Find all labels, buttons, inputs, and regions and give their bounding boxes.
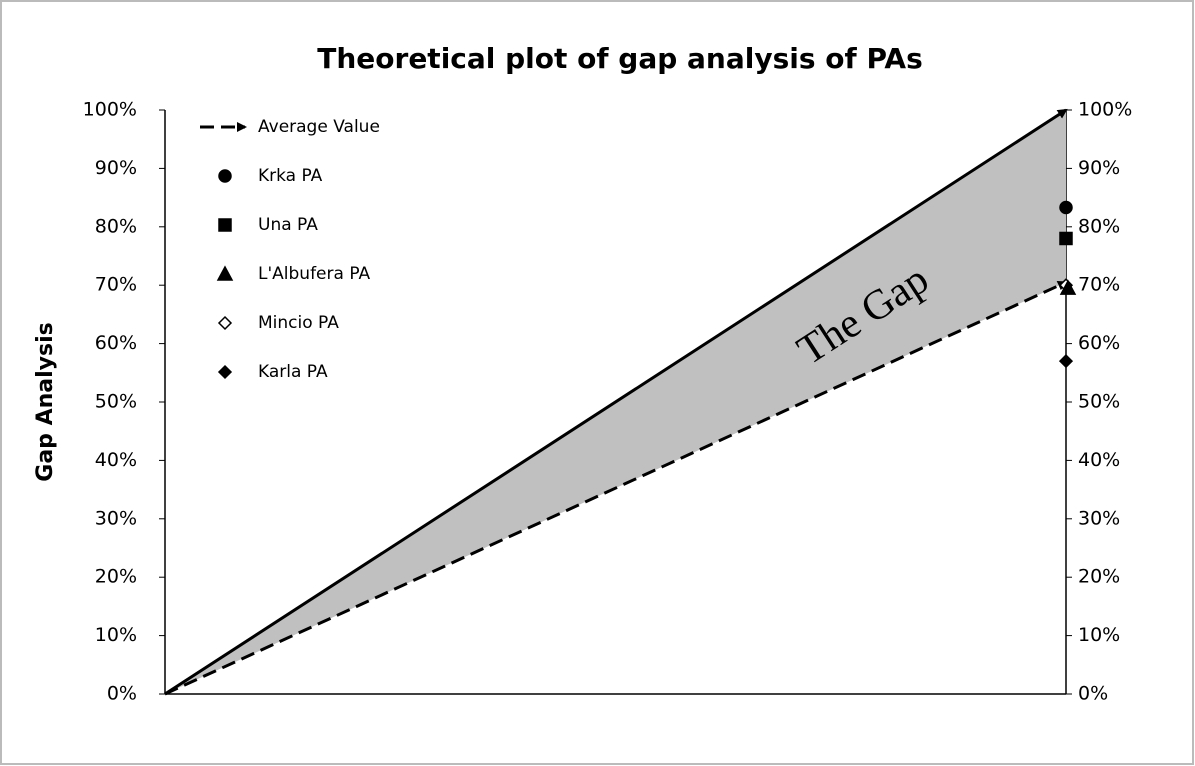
legend-label: Karla PA (258, 362, 328, 382)
line (164, 280, 1068, 696)
y2-tick-label: 50% (1078, 391, 1120, 413)
y-tick-label: 30% (95, 507, 137, 529)
data-point (1059, 231, 1073, 246)
legend-label: Mincio PA (258, 313, 339, 333)
y2-tick-label: 40% (1078, 449, 1120, 471)
y2-tick-label: 80% (1078, 215, 1120, 237)
y-tick-label: 50% (95, 391, 137, 413)
y2-tick-label: 20% (1078, 566, 1120, 588)
chart-title: Theoretical plot of gap analysis of PAs (317, 42, 923, 75)
legend-symbol (217, 364, 233, 380)
legend-label: Krka PA (258, 166, 323, 186)
y-tick-label: 0% (107, 683, 137, 705)
y2-tick-label: 0% (1078, 683, 1108, 705)
y2-tick-label: 10% (1078, 624, 1120, 646)
y-axis-label: Gap Analysis (33, 322, 58, 481)
y-tick-label: 40% (95, 449, 137, 471)
y2-tick-label: 60% (1078, 332, 1120, 354)
y-tick-label: 90% (95, 157, 137, 179)
y2-tick-label: 70% (1078, 274, 1120, 296)
data-point (1058, 354, 1074, 369)
y2-tick-label: 90% (1078, 157, 1120, 179)
y-tick-label: 70% (95, 274, 137, 296)
data-point (1059, 279, 1077, 295)
legend-symbol (216, 265, 234, 281)
legend-symbol (217, 315, 233, 331)
y-tick-label: 20% (95, 566, 137, 588)
y2-tick-label: 100% (1078, 99, 1132, 121)
y-tick-label: 60% (95, 332, 137, 354)
legend-label: Average Value (258, 117, 380, 137)
data-point (1059, 200, 1073, 215)
legend-label: L'Albufera PA (258, 264, 370, 284)
y-tick-label: 80% (95, 215, 137, 237)
y2-tick-label: 30% (1078, 507, 1120, 529)
legend-symbol (218, 218, 232, 232)
legend-label: Una PA (258, 215, 318, 235)
legend-symbol (218, 169, 232, 183)
y-tick-label: 10% (95, 624, 137, 646)
line (164, 108, 1068, 696)
y-tick-label: 100% (83, 99, 137, 121)
